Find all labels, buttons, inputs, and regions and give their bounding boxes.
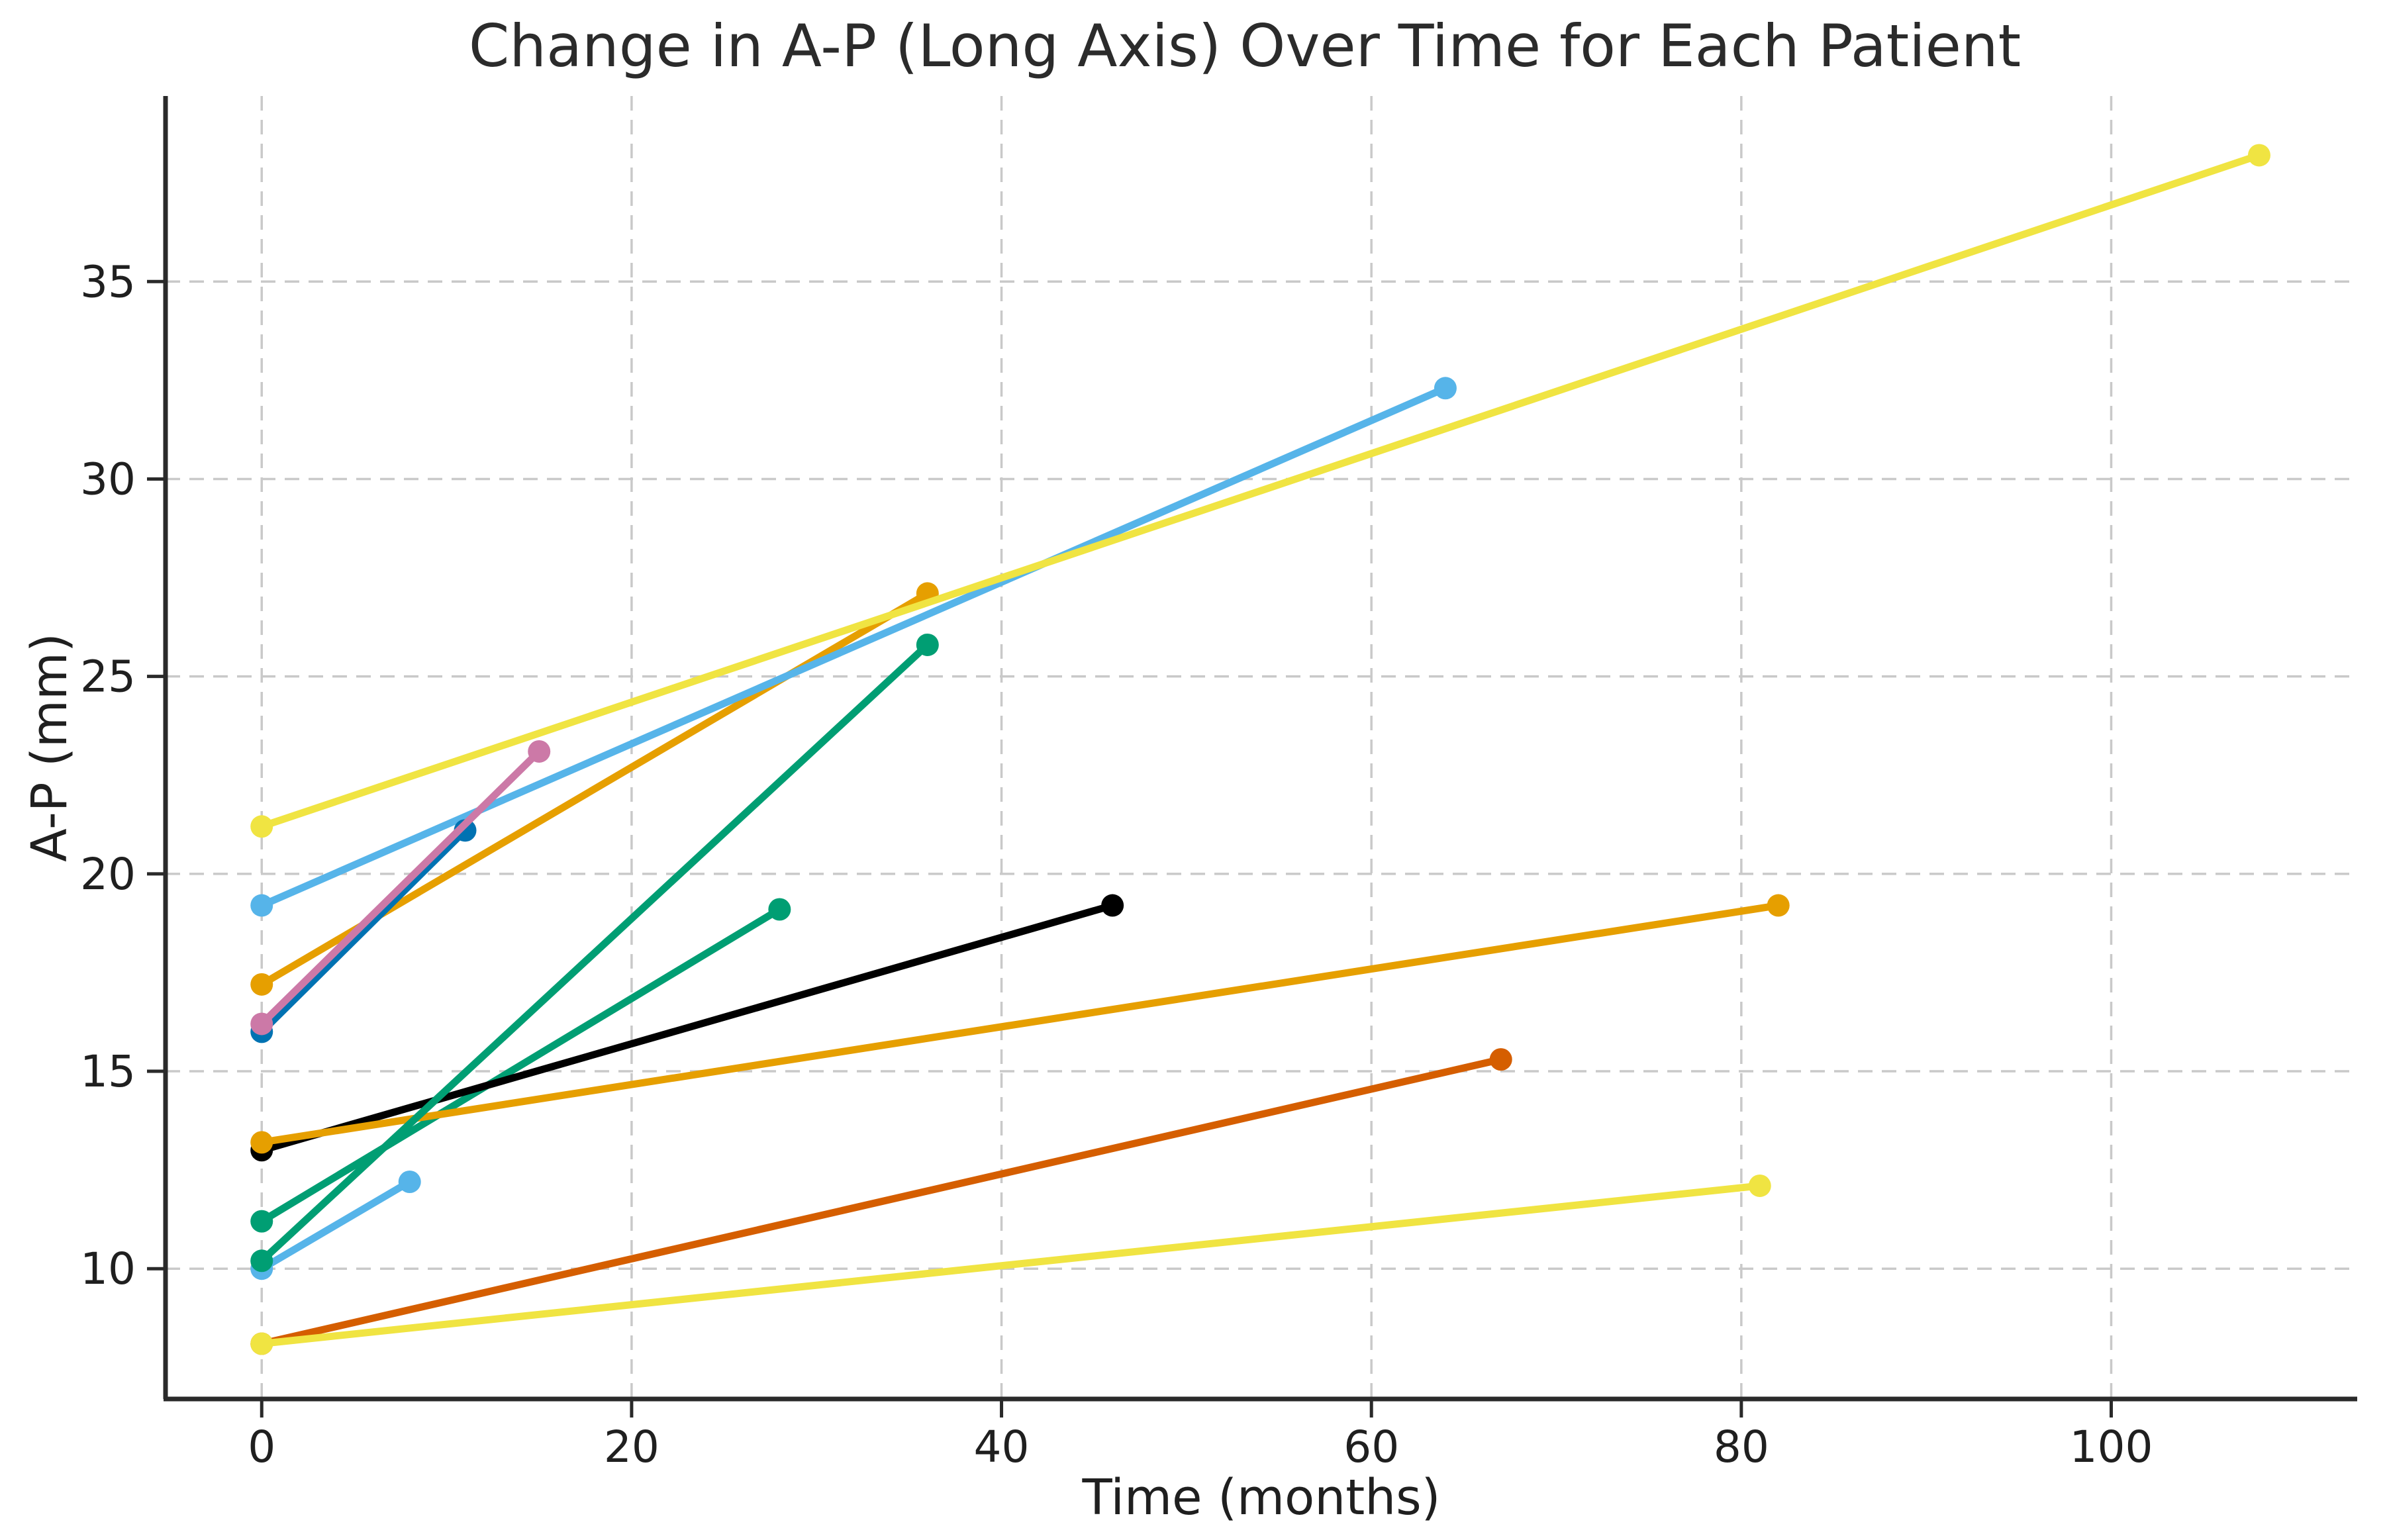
axes-layer: 0 20 40 60 80 100 10 15 20 25 30 35	[80, 96, 2357, 1472]
data-point-marker	[1489, 1048, 1512, 1071]
data-point-marker	[250, 894, 273, 917]
y-axis-title: A-P (mm)	[21, 633, 78, 862]
y-tick-label: 10	[80, 1243, 136, 1294]
y-tick-label: 20	[80, 849, 136, 900]
data-point-marker	[250, 1249, 273, 1273]
data-point-marker	[250, 1131, 273, 1154]
x-tick-label: 40	[974, 1421, 1030, 1472]
patient-line-segment	[258, 906, 783, 1226]
data-point-marker	[528, 740, 551, 763]
data-point-marker	[768, 898, 791, 921]
patient-line-segment	[258, 384, 1449, 910]
data-point-marker	[250, 1012, 273, 1035]
y-tick-label: 35	[80, 256, 136, 307]
series-layer	[250, 144, 2270, 1355]
data-point-marker	[916, 633, 939, 656]
patient-line-segment	[258, 1182, 1764, 1348]
data-point-marker	[250, 973, 273, 996]
x-tick-label: 20	[604, 1421, 659, 1472]
patient-line-2	[250, 377, 1457, 917]
x-tick-label: 100	[2070, 1421, 2153, 1472]
patient-line-11	[250, 633, 939, 1273]
data-point-marker	[1767, 894, 1790, 917]
patient-line-segment	[258, 1055, 1505, 1348]
patient-line-segment	[258, 826, 469, 1035]
data-point-marker	[2247, 144, 2270, 167]
patient-line-segment	[258, 641, 932, 1265]
patient-line-12	[250, 1174, 1771, 1355]
data-point-marker	[250, 815, 273, 838]
x-axis-title: Time (months)	[1081, 1469, 1440, 1526]
data-point-marker	[1101, 894, 1124, 917]
patient-line-3	[250, 898, 791, 1233]
x-tick-label: 0	[248, 1421, 275, 1472]
patient-line-segment	[258, 902, 1782, 1146]
patient-line-10	[250, 1171, 421, 1280]
patient-line-segment	[258, 1178, 414, 1273]
data-point-marker	[398, 1171, 421, 1193]
patient-line-segment	[258, 902, 1116, 1154]
y-tick-label: 25	[80, 651, 136, 702]
data-point-marker	[1748, 1174, 1771, 1197]
patient-line-9	[250, 894, 1790, 1154]
chart-title: Change in A-P (Long Axis) Over Time for …	[469, 12, 2021, 80]
patient-line-5	[250, 819, 477, 1043]
x-tick-label: 60	[1343, 1421, 1399, 1472]
patient-line-4	[250, 144, 2270, 838]
y-tick-label: 30	[80, 454, 136, 505]
data-point-marker	[250, 1332, 273, 1355]
patient-line-7	[250, 740, 551, 1035]
x-tick-label: 80	[1714, 1421, 1769, 1472]
data-point-marker	[1434, 377, 1457, 400]
y-tick-label: 15	[80, 1046, 136, 1097]
patient-line-segment	[258, 151, 2263, 830]
data-point-marker	[250, 1210, 273, 1233]
patient-line-segment	[258, 747, 543, 1028]
